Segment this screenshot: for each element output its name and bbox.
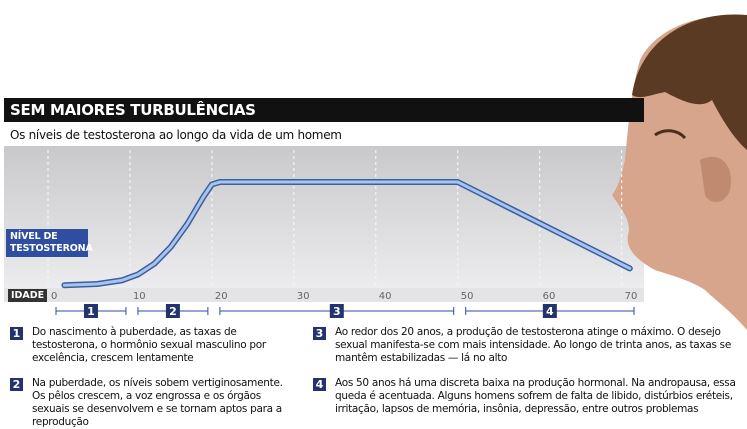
note-text: Ao redor dos 20 anos, a produção de test… — [335, 326, 731, 364]
phase-label: 4 — [546, 305, 554, 318]
phase-badge — [83, 304, 98, 318]
x-tick-label: 50 — [461, 291, 474, 302]
x-tick-label: 70 — [625, 291, 638, 302]
note-text: Na puberdade, os níveis sobem vertiginos… — [32, 377, 283, 428]
chart-subtitle: Os níveis de testosterona ao longo da vi… — [10, 128, 342, 142]
x-tick-label: 60 — [543, 291, 556, 302]
y-axis-label: NÍVEL DE TESTOSTERONA — [6, 229, 93, 257]
x-tick-label: 0 — [51, 291, 57, 302]
note-text: Aos 50 anos há uma discreta baixa na pro… — [335, 377, 736, 415]
x-tick-label: 40 — [379, 291, 392, 302]
axis-band — [4, 288, 644, 302]
line — [62, 180, 632, 287]
note-number: 2 — [10, 378, 23, 391]
phase-label: 1 — [87, 305, 95, 318]
note-number: 4 — [313, 378, 326, 391]
phase-label: 2 — [169, 305, 177, 318]
note-number: 3 — [313, 327, 326, 340]
phase-badge — [165, 304, 180, 318]
face — [612, 14, 747, 331]
plot-area — [4, 146, 644, 288]
x-tick-label: 10 — [133, 291, 146, 302]
phase-badge — [542, 304, 557, 318]
chart-title: SEM MAIORES TURBULÊNCIAS — [4, 98, 644, 122]
x-tick-label: 30 — [297, 291, 310, 302]
note-text: Do nascimento à puberdade, as taxas de t… — [32, 326, 266, 364]
note-number: 1 — [10, 327, 23, 340]
phase-badge — [329, 304, 344, 318]
phase-label: 3 — [333, 305, 341, 318]
x-axis-label: IDADE — [8, 289, 48, 302]
x-tick-label: 20 — [215, 291, 228, 302]
